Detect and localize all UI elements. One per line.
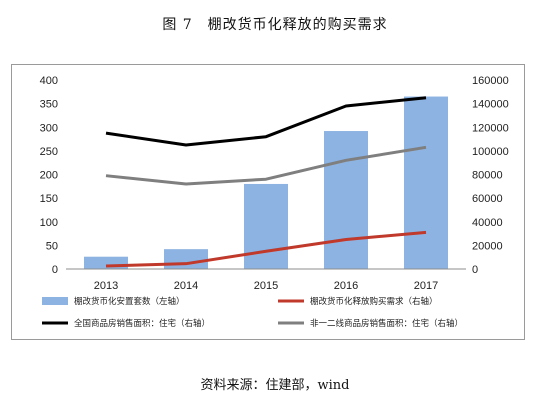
category-label: 2014 bbox=[174, 280, 198, 292]
right-tick-label: 0 bbox=[472, 264, 478, 276]
right-tick-label: 140000 bbox=[472, 99, 509, 111]
line-series-2 bbox=[105, 145, 427, 186]
right-tick-label: 40000 bbox=[472, 217, 503, 229]
source-note: 资料来源：住建部，wind bbox=[200, 378, 350, 393]
right-tick-label: 160000 bbox=[472, 75, 509, 87]
right-tick-label: 20000 bbox=[472, 240, 503, 252]
left-tick-label: 400 bbox=[40, 75, 58, 87]
chart-title: 图 7 棚改货币化释放的购买需求 bbox=[162, 17, 388, 33]
bar-2013 bbox=[84, 256, 128, 269]
left-tick-label: 350 bbox=[40, 99, 58, 111]
legend-swatch bbox=[42, 297, 68, 305]
right-tick-label: 60000 bbox=[472, 193, 503, 205]
left-tick-label: 300 bbox=[40, 122, 58, 134]
legend-label: 非一二线商品房销售面积：住宅（右轴） bbox=[310, 318, 463, 329]
left-tick-label: 0 bbox=[52, 264, 58, 276]
left-tick-label: 150 bbox=[40, 193, 58, 205]
category-label: 2015 bbox=[254, 280, 278, 292]
category-label: 2016 bbox=[334, 280, 358, 292]
legend-label: 棚改货币化释放购买需求（右轴） bbox=[310, 296, 438, 307]
left-tick-label: 50 bbox=[46, 240, 58, 252]
right-tick-label: 120000 bbox=[472, 122, 509, 134]
bar-2014 bbox=[164, 249, 208, 269]
left-tick-label: 100 bbox=[40, 217, 58, 229]
legend-label: 棚改货币化安置套数（左轴） bbox=[74, 296, 185, 307]
bar-2015 bbox=[244, 183, 288, 269]
category-label: 2013 bbox=[94, 280, 118, 292]
bar-2016 bbox=[324, 131, 368, 269]
category-label: 2017 bbox=[414, 280, 438, 292]
left-tick-label: 250 bbox=[40, 146, 58, 158]
right-tick-label: 80000 bbox=[472, 170, 503, 182]
left-tick-label: 200 bbox=[40, 170, 58, 182]
legend-label: 全国商品房销售面积：住宅（右轴） bbox=[74, 318, 210, 329]
bar-2017 bbox=[404, 96, 448, 269]
right-tick-label: 100000 bbox=[472, 146, 509, 158]
line-series-1 bbox=[105, 96, 427, 147]
